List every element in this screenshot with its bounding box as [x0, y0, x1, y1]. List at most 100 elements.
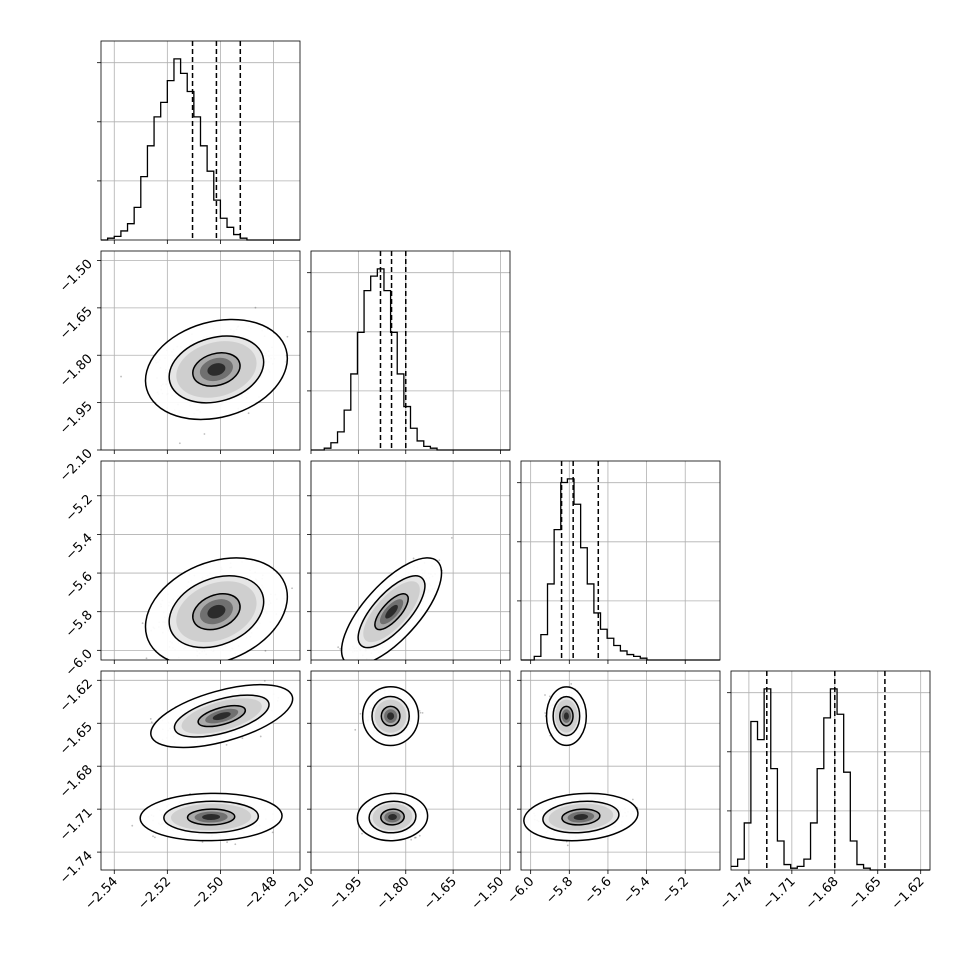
panel-content [523, 683, 639, 847]
contour-line [371, 695, 410, 737]
scatter-point [226, 841, 228, 844]
panel-content [120, 306, 289, 445]
contour-line [163, 800, 260, 834]
axes-frame [730, 670, 931, 871]
scatter-point [346, 667, 348, 669]
scatter-point [174, 662, 176, 664]
axes-frame [100, 670, 301, 871]
histogram-line [101, 58, 300, 241]
density-shade [212, 712, 231, 721]
histogram-line [521, 478, 720, 661]
density-shade [385, 604, 398, 619]
scatter-point [150, 721, 153, 724]
histogram-panel-4 [727, 670, 931, 874]
axes-frame [100, 250, 301, 451]
scatter-point [152, 835, 154, 838]
scatter-point [247, 412, 250, 415]
axes-frame [100, 40, 301, 241]
scatter-panel-3-1 [97, 460, 301, 665]
scatter-point [359, 712, 362, 715]
contour-line [368, 800, 417, 834]
contour-line [168, 575, 265, 649]
scatter-point [145, 657, 148, 660]
scatter-point [203, 433, 206, 435]
scatter-point [421, 711, 424, 714]
histogram-panel-3 [517, 460, 721, 664]
scatter-point [241, 737, 244, 740]
scatter-panel-4-2 [307, 670, 511, 874]
scatter-point [234, 843, 237, 846]
scatter-point [149, 718, 152, 720]
scatter-point [450, 537, 453, 539]
scatter-point [254, 306, 257, 309]
scatter-point [418, 834, 421, 837]
contour-line [340, 557, 443, 660]
contour-line [192, 352, 241, 387]
scatter-panel-2-1 [97, 250, 301, 454]
scatter-point [412, 557, 415, 560]
scatter-point [140, 663, 142, 665]
histogram-panel-2 [307, 250, 511, 454]
axes-frame [520, 460, 721, 661]
contour-line [361, 685, 420, 747]
scatter-point [264, 649, 267, 652]
contour-line [144, 318, 289, 421]
scatter-point [286, 335, 289, 338]
scatter-point [120, 375, 122, 378]
scatter-point [337, 646, 340, 649]
panel-content [140, 557, 293, 665]
contour-line [186, 808, 236, 826]
scatter-panel-4-1 [97, 670, 301, 874]
contour-line [374, 593, 409, 631]
contour-line [144, 557, 289, 660]
scatter-point [361, 832, 363, 835]
scatter-point [263, 679, 266, 682]
scatter-point [410, 838, 413, 841]
contour-line [357, 575, 426, 649]
scatter-point [225, 743, 228, 746]
contour-line [150, 683, 294, 749]
histogram-line [731, 688, 930, 871]
contour-line [356, 792, 429, 842]
histogram-panel-1 [97, 40, 301, 244]
contour-line [197, 704, 247, 728]
histogram-line [311, 268, 510, 451]
scatter-point [570, 683, 573, 685]
scatter-point [339, 647, 342, 650]
density-shade [207, 363, 226, 376]
panel-content [131, 679, 294, 846]
contour-line [139, 792, 283, 842]
scatter-point [413, 836, 416, 839]
contour-line [192, 593, 241, 631]
scatter-point [153, 836, 156, 839]
scatter-point [418, 710, 421, 712]
scatter-point [178, 442, 181, 445]
axes-frame [310, 250, 511, 451]
scatter-point [131, 824, 134, 827]
contour-line [380, 808, 405, 826]
density-shade [207, 604, 226, 619]
contour-line [380, 705, 401, 727]
panel-content [337, 537, 453, 669]
scatter-point [271, 831, 274, 834]
scatter-point [414, 836, 417, 839]
scatter-point [188, 662, 190, 664]
scatter-point [291, 587, 293, 590]
density-shade [202, 814, 221, 821]
contour-line [168, 335, 265, 404]
scatter-point [354, 728, 357, 731]
axes-frame [100, 460, 301, 661]
scatter-point [141, 622, 144, 625]
contour-line [173, 694, 270, 738]
scatter-panel-4-3 [517, 670, 721, 874]
scatter-point [259, 735, 262, 738]
scatter-point [201, 841, 204, 843]
density-shade [388, 814, 397, 821]
scatter-point [419, 711, 422, 714]
axes-frame [310, 670, 511, 871]
axes-frame [310, 460, 511, 661]
panel-content [354, 685, 429, 842]
scatter-point [438, 559, 441, 562]
scatter-panel-3-2 [307, 460, 511, 669]
